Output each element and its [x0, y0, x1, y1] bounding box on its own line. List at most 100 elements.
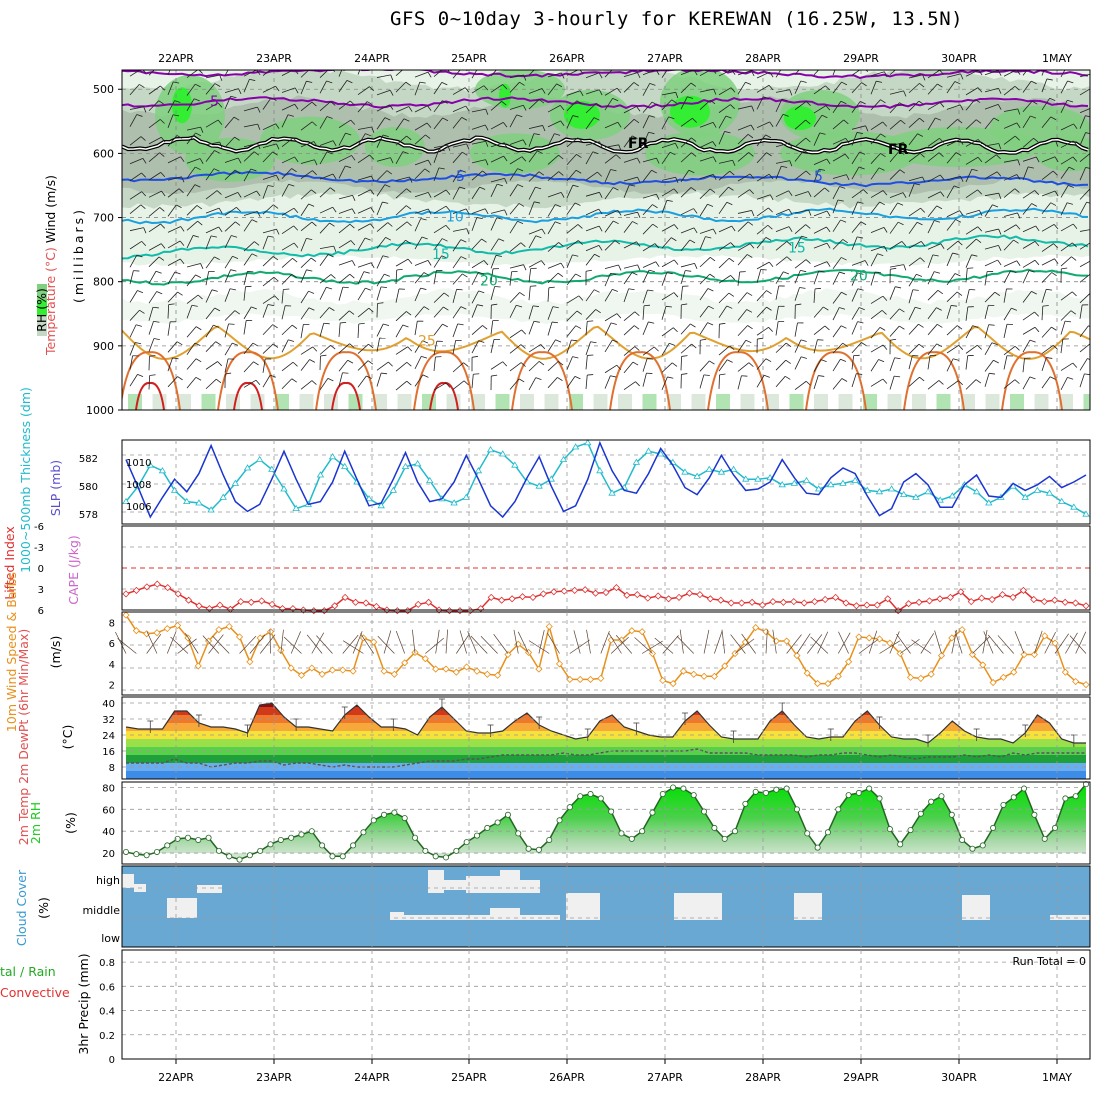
wind-barb [243, 219, 253, 232]
wind-barb-flag [975, 379, 982, 384]
wind-barb [756, 269, 762, 283]
wind-barb [452, 105, 466, 113]
wind-barb-flag [637, 212, 641, 218]
wind-barb [509, 104, 524, 110]
wind-barb-flag [503, 155, 508, 162]
ylabel-rh: RH (%) [34, 288, 49, 332]
wind-barb-flag [880, 153, 886, 157]
thickness-line-marker [195, 499, 203, 506]
rh2m-line-marker [350, 842, 357, 849]
wind10-barb [115, 631, 127, 654]
wind-barb-flag [693, 208, 698, 214]
wind-barb [851, 125, 866, 130]
wind-barb [205, 83, 216, 95]
wind10-speed-line-marker [803, 669, 811, 677]
wind10-speed-line-marker [566, 675, 574, 684]
wind-barb [205, 307, 216, 320]
wind-barb [794, 209, 809, 214]
wind10-speed-line-marker [215, 626, 223, 634]
wind-barb-flag [860, 221, 867, 226]
wind-barb [984, 360, 994, 372]
wind-barb-flag [1072, 223, 1078, 229]
slp-ytick-left: 582 [79, 454, 98, 465]
upper-ytick-label: 500 [93, 83, 114, 96]
wind-barb-flag [1085, 166, 1090, 169]
cloud-gap [167, 898, 197, 918]
wind-barb [167, 376, 178, 388]
wind-barb-flag [610, 322, 617, 325]
wind-barb [908, 274, 917, 287]
wind-barb [1060, 156, 1074, 165]
wind-barb [357, 262, 372, 268]
wind-barb-flag [899, 102, 905, 107]
wind-barb-flag [859, 307, 865, 311]
wind-barb-flag [558, 171, 564, 176]
wind-barb-flag [365, 287, 372, 291]
wind-barb-flag [612, 288, 618, 292]
wind-barb [908, 307, 916, 320]
wind-barb [908, 289, 914, 304]
wind-barb [775, 241, 788, 251]
wind10-barb [610, 636, 629, 654]
contour-label: 10 [446, 210, 464, 226]
rh2m-line-marker [742, 800, 749, 807]
rh2m-line-marker [1031, 811, 1038, 818]
wind-barb [794, 270, 801, 284]
wind10-speed-line-marker [297, 671, 306, 679]
wind-barb-flag [1042, 305, 1049, 307]
wind-barb [319, 206, 333, 214]
wind-barb [281, 361, 294, 372]
wind-barb [851, 151, 860, 165]
wind10-speed-line-marker [793, 652, 801, 660]
wind-barb-flag [273, 276, 279, 282]
wind-barb [1079, 88, 1090, 96]
wind-barb-flag [445, 205, 451, 211]
wind-barb [832, 325, 842, 338]
wind-barb-flag [818, 375, 825, 377]
rh-surface-patch [495, 393, 510, 410]
wind-barb-flag [937, 323, 943, 328]
wind-barb [528, 268, 532, 283]
wind-barb-flag [578, 240, 583, 245]
wind-barb-flag [459, 186, 466, 190]
wind-barb [642, 101, 653, 113]
wind-barb-flag [1092, 88, 1096, 93]
wind-barb [1041, 116, 1052, 129]
wind-barb-flag [971, 254, 978, 257]
wind-barb-flag [349, 273, 355, 279]
wind10-barb [377, 635, 395, 654]
ylabel-temp2m: 2m Temp 2m DewPt (6hr Min/Max) [16, 629, 31, 845]
wind-barb-flag [195, 376, 202, 381]
wind10-speed-line-marker [339, 666, 347, 674]
temp-contour-30 [707, 351, 769, 410]
wind-barb [1041, 202, 1051, 214]
wind-barb [1003, 260, 1017, 267]
wind-barb [870, 167, 880, 180]
wind-barb [832, 119, 844, 130]
wind-barb-flag [153, 320, 160, 323]
wind-barb [946, 344, 959, 354]
wind-barb [452, 289, 457, 303]
wind-barb-flag [745, 339, 752, 344]
lifted-index-line-marker [758, 601, 767, 609]
wind-barb-flag [1088, 325, 1090, 327]
wind-barb-flag [523, 264, 527, 271]
rh2m-line-marker [773, 786, 780, 793]
contour-label: 15 [432, 247, 450, 263]
wind-barb-flag [160, 172, 166, 178]
wind-barb [832, 257, 842, 270]
thickness-line-marker [900, 490, 908, 497]
wind10-barb [934, 630, 942, 654]
rh2m-line-marker [484, 824, 491, 831]
wind10-barb [342, 640, 364, 654]
wind-barb [319, 140, 334, 146]
wind-barb-flag [538, 361, 545, 366]
wind-barb-flag [538, 99, 545, 104]
lifted-index-line-marker [936, 595, 944, 603]
wind10-speed-line-marker [741, 638, 749, 646]
ylabel-thickness: 1000~500mb Thickness (dm) [18, 387, 33, 573]
lifted-index-line-marker [842, 599, 850, 607]
wind-barb-flag [396, 268, 403, 271]
wind-barb-flag [799, 287, 806, 289]
wind-barb-flag [712, 228, 717, 235]
